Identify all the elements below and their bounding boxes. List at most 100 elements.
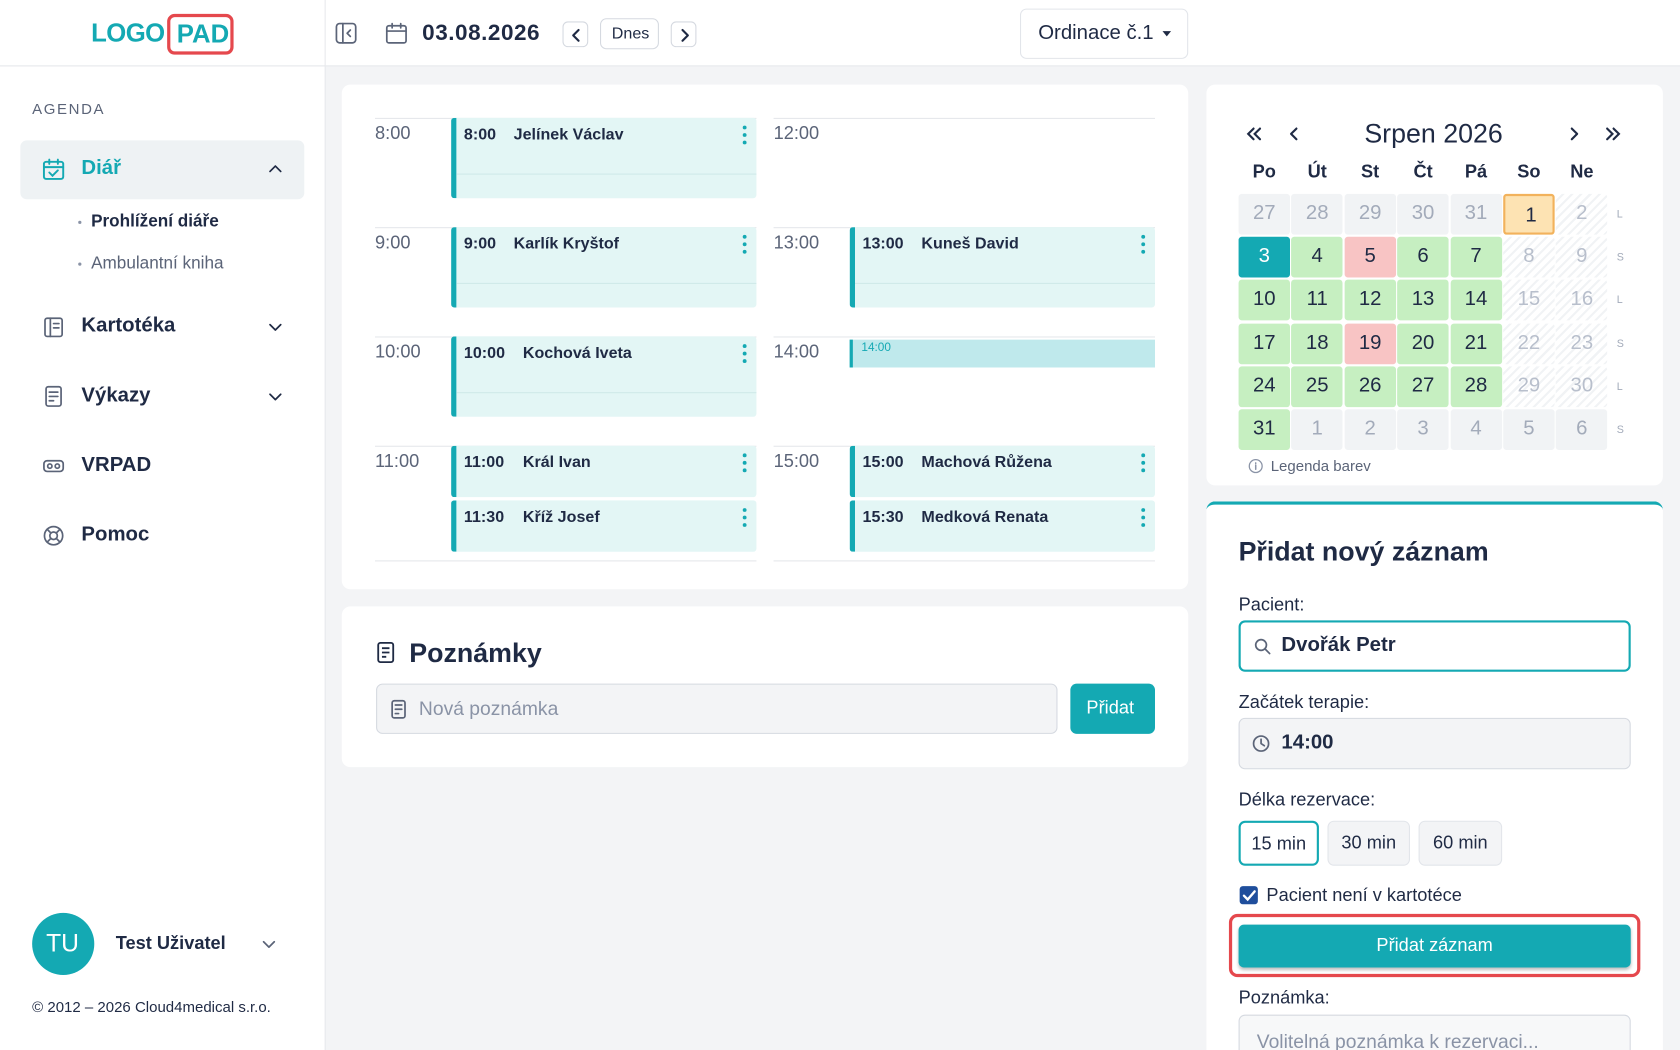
calendar-day[interactable]: 1: [1291, 409, 1343, 451]
duration-option[interactable]: 60 min: [1418, 820, 1503, 866]
calendar-day[interactable]: 23: [1556, 323, 1608, 364]
calendar-day-number[interactable]: 27: [1252, 202, 1276, 225]
calendar-day-number[interactable]: 3: [1417, 417, 1429, 440]
menu-item[interactable]: VRPAD: [81, 453, 152, 477]
calendar-day[interactable]: 18: [1291, 323, 1343, 364]
calendar-day-number[interactable]: 7: [1470, 245, 1482, 268]
calendar-day-number[interactable]: 29: [1358, 202, 1382, 225]
calendar-day[interactable]: 7: [1450, 236, 1502, 278]
add-note-button[interactable]: Přidat: [1070, 683, 1156, 734]
calendar-day-number[interactable]: 23: [1570, 331, 1594, 354]
calendar-day[interactable]: 2: [1556, 193, 1608, 235]
calendar-day-number[interactable]: 30: [1411, 202, 1435, 225]
calendar-day[interactable]: 31: [1238, 409, 1291, 451]
calendar-day[interactable]: 25: [1291, 366, 1343, 407]
calendar-day[interactable]: 10: [1238, 280, 1291, 321]
checkbox-label[interactable]: Pacient není v kartotéce: [1266, 884, 1462, 906]
appointment[interactable]: 11:00 Král Ivan: [451, 445, 757, 498]
duration-label[interactable]: 15 min: [1251, 833, 1307, 854]
note-input[interactable]: Nová poznámka: [376, 683, 1058, 734]
calendar-day-number[interactable]: 22: [1517, 331, 1541, 354]
calendar-day[interactable]: 11: [1291, 280, 1343, 321]
calendar-day-number[interactable]: 21: [1464, 331, 1488, 354]
calendar-day-number[interactable]: 6: [1576, 417, 1588, 440]
appointment[interactable]: 15:00 Machová Růžena: [849, 445, 1156, 498]
calendar-day-number[interactable]: 30: [1570, 374, 1594, 397]
calendar-day-number[interactable]: 31: [1252, 417, 1276, 440]
calendar-day-number[interactable]: 17: [1252, 331, 1276, 354]
calendar-day-number[interactable]: 10: [1252, 288, 1276, 311]
calendar-day-number[interactable]: 20: [1411, 331, 1435, 354]
calendar-day[interactable]: 29: [1344, 193, 1396, 235]
submenu-item[interactable]: Prohlížení diáře: [91, 212, 219, 231]
calendar-day[interactable]: 16: [1556, 280, 1608, 321]
duration-option[interactable]: 30 min: [1327, 820, 1411, 866]
calendar-day[interactable]: 5: [1344, 236, 1396, 278]
add-note-label[interactable]: Přidat: [1086, 697, 1135, 718]
calendar-day-number[interactable]: 19: [1358, 331, 1382, 354]
start-input[interactable]: 14:00: [1238, 717, 1631, 770]
submenu-item[interactable]: Ambulantní kniha: [91, 254, 224, 273]
prev-day-button[interactable]: [562, 21, 589, 48]
submit-label[interactable]: Přidat záznam: [1376, 935, 1493, 956]
appointment[interactable]: 11:30 Kříž Josef: [451, 500, 757, 552]
calendar-day[interactable]: 15: [1503, 280, 1555, 321]
office-label[interactable]: Ordinace č.1: [1038, 22, 1154, 45]
calendar-day[interactable]: 2: [1344, 409, 1396, 451]
calendar-day-number[interactable]: 13: [1411, 288, 1435, 311]
calendar-day[interactable]: 27: [1238, 193, 1291, 235]
today-label[interactable]: Dnes: [611, 24, 650, 43]
menu-item[interactable]: Diář: [81, 157, 122, 180]
calendar-day[interactable]: 30: [1556, 366, 1608, 407]
appointment[interactable]: 8:00 Jelínek Václav: [451, 117, 757, 199]
next-day-button[interactable]: [670, 21, 697, 48]
calendar-day-number[interactable]: 4: [1311, 245, 1323, 268]
duration-option[interactable]: 15 min: [1238, 820, 1319, 866]
calendar-day-number[interactable]: 15: [1517, 288, 1541, 311]
calendar-day-number[interactable]: 31: [1464, 202, 1488, 225]
calendar-day-number[interactable]: 24: [1252, 374, 1276, 397]
calendar-day-number[interactable]: 1: [1525, 204, 1537, 227]
menu-item[interactable]: Výkazy: [81, 384, 151, 407]
calendar-day-number[interactable]: 6: [1417, 245, 1429, 268]
calendar-day[interactable]: 28: [1450, 366, 1502, 407]
calendar-day-number[interactable]: 8: [1523, 245, 1535, 268]
calendar-day[interactable]: 3: [1238, 236, 1291, 278]
calendar-day-number[interactable]: 18: [1305, 331, 1329, 354]
menu-item[interactable]: Kartotéka: [81, 314, 176, 338]
appointment[interactable]: 9:00 Karlík Kryštof: [451, 227, 757, 308]
appointment[interactable]: 10:00 Kochová Iveta: [451, 336, 757, 417]
calendar-day[interactable]: 5: [1503, 409, 1555, 451]
legend-link[interactable]: Legenda barev: [1270, 457, 1371, 475]
calendar-day[interactable]: 1: [1503, 193, 1555, 235]
calendar-day[interactable]: 26: [1344, 366, 1396, 407]
patient-input[interactable]: Dvořák Petr: [1238, 620, 1631, 672]
calendar-day[interactable]: 30: [1397, 193, 1449, 235]
office-dropdown[interactable]: Ordinace č.1: [1020, 8, 1189, 59]
calendar-day[interactable]: 31: [1450, 193, 1502, 235]
calendar-day[interactable]: 4: [1450, 409, 1502, 451]
calendar-day[interactable]: 6: [1556, 409, 1608, 451]
calendar-day-number[interactable]: 16: [1570, 288, 1594, 311]
checkbox[interactable]: [1239, 886, 1258, 905]
calendar-day[interactable]: 20: [1397, 323, 1449, 364]
calendar-day[interactable]: 19: [1344, 323, 1396, 364]
calendar-day[interactable]: 22: [1503, 323, 1555, 364]
calendar-day[interactable]: 13: [1397, 280, 1449, 321]
calendar-day[interactable]: 14: [1450, 280, 1502, 321]
submit-button[interactable]: Přidat záznam: [1238, 924, 1631, 968]
calendar-day[interactable]: 4: [1291, 236, 1343, 278]
calendar-day[interactable]: 24: [1238, 366, 1291, 407]
appointment[interactable]: 13:00 Kuneš David: [849, 227, 1156, 308]
calendar-day[interactable]: 8: [1503, 236, 1555, 278]
calendar-day[interactable]: 27: [1397, 366, 1449, 407]
calendar-day[interactable]: 17: [1238, 323, 1291, 364]
appointment[interactable]: 15:30 Medková Renata: [849, 500, 1156, 552]
duration-label[interactable]: 60 min: [1433, 832, 1488, 853]
calendar-day-number[interactable]: 9: [1576, 245, 1588, 268]
today-button[interactable]: Dnes: [600, 18, 659, 50]
calendar-day-number[interactable]: 11: [1306, 288, 1328, 311]
calendar-day[interactable]: 6: [1397, 236, 1449, 278]
calendar-day-number[interactable]: 2: [1364, 417, 1376, 440]
calendar-day-number[interactable]: 4: [1470, 417, 1482, 440]
